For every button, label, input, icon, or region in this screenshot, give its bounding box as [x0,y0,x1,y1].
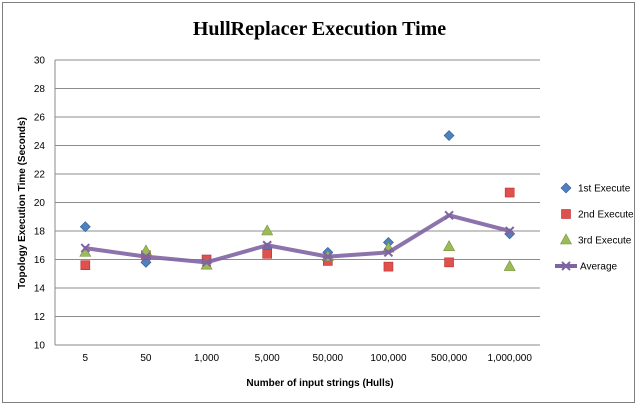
y-tick-label: 12 [34,312,46,323]
data-point-square [444,257,454,268]
y-tick-label: 24 [34,141,46,152]
data-point-x [323,251,333,262]
data-point-x [561,261,571,271]
data-point-diamond [560,182,572,194]
data-point-triangle [443,240,456,251]
data-point-x [504,226,515,236]
y-tick-label: 14 [34,284,46,295]
y-tick-label: 26 [34,113,46,124]
x-tick-label: 5 [83,353,89,364]
legend: 1st Execute 2nd Execute 3rd Execute Average [555,182,634,273]
chart-title: HullReplacer Execution Time [192,18,447,40]
x-tick-label: 50 [140,353,152,364]
y-tick-label: 20 [34,198,46,209]
x-tick-label: 5,000 [255,353,280,364]
data-point-triangle [503,260,516,271]
x-tick-label: 1,000 [194,353,219,364]
grid [55,59,540,317]
legend-label: Average [580,262,618,273]
axes [54,60,540,346]
legend-item: 1st Execute [560,182,631,195]
y-tick-label: 30 [34,56,46,67]
series-group [79,130,516,272]
data-point-square [262,249,272,259]
data-point-x [141,251,151,262]
y-tick-labels: 10 12 14 16 18 20 22 24 26 28 30 [34,56,46,352]
data-point-square [80,260,91,271]
y-tick-label: 16 [34,255,46,266]
data-point-x [80,243,91,253]
data-point-diamond [443,130,455,141]
legend-item: 2nd Execute [561,209,634,221]
y-tick-label: 22 [34,170,46,181]
data-point-triangle [261,224,274,236]
x-axis-label: Number of input strings (Hulls) [246,378,393,389]
y-tick-label: 10 [34,341,46,352]
legend-item: 3rd Execute [559,233,632,247]
data-point-triangle [559,233,573,245]
x-tick-label: 100,000 [370,353,407,364]
legend-label: 1st Execute [578,184,631,195]
series-average [80,210,515,268]
x-tick-labels: 5 50 1,000 5,000 50,000 100,000 500,000 1,000,0… [83,353,533,364]
legend-item: Average [555,261,618,273]
y-tick-label: 28 [34,84,46,95]
data-point-x [383,247,394,258]
data-point-x [262,240,272,250]
y-tick-label: 18 [34,227,46,238]
y-axis-label: Topology Execution Time (Seconds) [17,117,28,289]
data-point-square [561,209,571,219]
legend-label: 3rd Execute [578,236,632,247]
series-line [83,213,512,265]
series-3rd-execute [79,224,516,271]
data-point-diamond [79,221,91,233]
x-tick-label: 1,000,000 [487,353,532,364]
data-point-square [504,187,515,198]
data-point-x [201,257,212,268]
x-tick-label: 50,000 [313,353,344,364]
x-tick-label: 500,000 [431,353,468,364]
series-2nd-execute [80,187,515,272]
data-point-x [444,210,454,221]
legend-label: 2nd Execute [578,210,634,221]
data-point-square [383,261,394,272]
